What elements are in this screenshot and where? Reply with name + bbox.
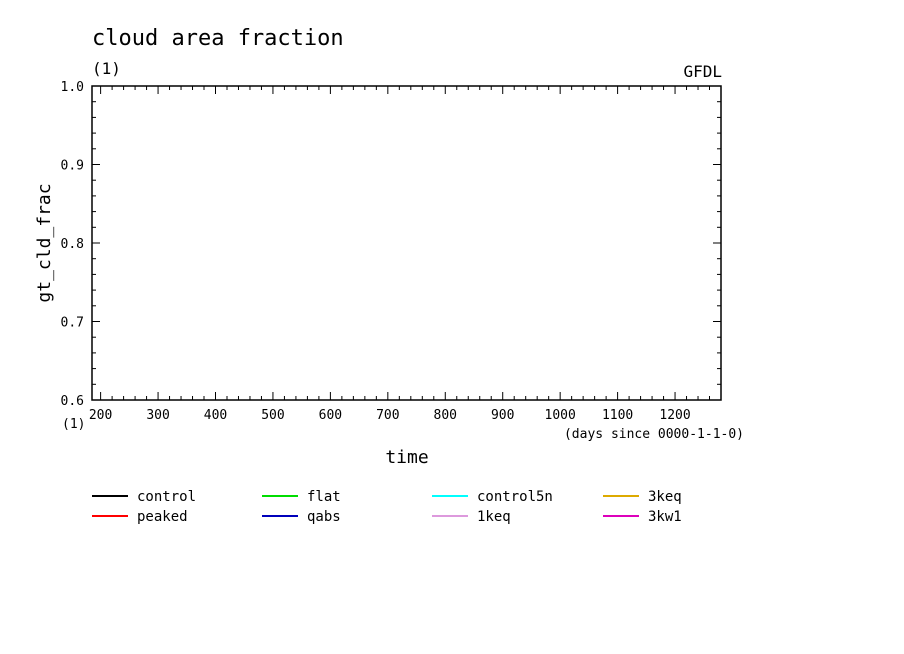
x-tick-label: 400 xyxy=(204,408,227,423)
x-tick-label: 1100 xyxy=(602,408,633,423)
x-tick-label: 500 xyxy=(261,408,284,423)
x-tick-label: 800 xyxy=(434,408,457,423)
legend: control peaked flat qabs control5n 1keq 3keq 3k… xyxy=(92,489,682,525)
units-label: (1) xyxy=(92,59,121,78)
chart-title: cloud area fraction xyxy=(92,26,344,51)
legend-label-control5n: control5n xyxy=(477,489,553,505)
legend-label-1keq: 1keq xyxy=(477,509,511,525)
x-tick-label: 600 xyxy=(319,408,342,423)
source-label: GFDL xyxy=(683,62,722,81)
x-tick-label: 700 xyxy=(376,408,399,423)
x-tick-label: 200 xyxy=(89,408,112,423)
x-axis-label: time xyxy=(385,447,428,468)
y-tick-label: 0.8 xyxy=(61,237,84,252)
legend-label-qabs: qabs xyxy=(307,509,341,525)
y-tick-label: 1.0 xyxy=(61,80,84,95)
x-axis-units-label: (1) xyxy=(62,417,85,432)
legend-label-control: control xyxy=(137,489,196,505)
x-tick-label: 1200 xyxy=(659,408,690,423)
legend-label-3kw1: 3kw1 xyxy=(648,509,682,525)
tick-labels: 200 300 400 500 600 700 800 900 1000 1100 1200 0.6 0… xyxy=(61,80,691,423)
y-axis-label: gt_cld_frac xyxy=(34,183,55,302)
legend-label-3keq: 3keq xyxy=(648,489,682,505)
legend-label-peaked: peaked xyxy=(137,509,188,525)
axis-ticks xyxy=(92,85,722,401)
y-tick-label: 0.7 xyxy=(61,316,84,331)
y-tick-label: 0.6 xyxy=(61,394,84,409)
x-tick-label: 1000 xyxy=(545,408,576,423)
legend-label-flat: flat xyxy=(307,489,341,505)
plot-frame xyxy=(91,85,722,401)
x-tick-label: 900 xyxy=(491,408,514,423)
y-tick-label: 0.9 xyxy=(61,159,84,174)
x-tick-label: 300 xyxy=(146,408,169,423)
x-units-note: (days since 0000-1-1-0) xyxy=(564,427,744,442)
